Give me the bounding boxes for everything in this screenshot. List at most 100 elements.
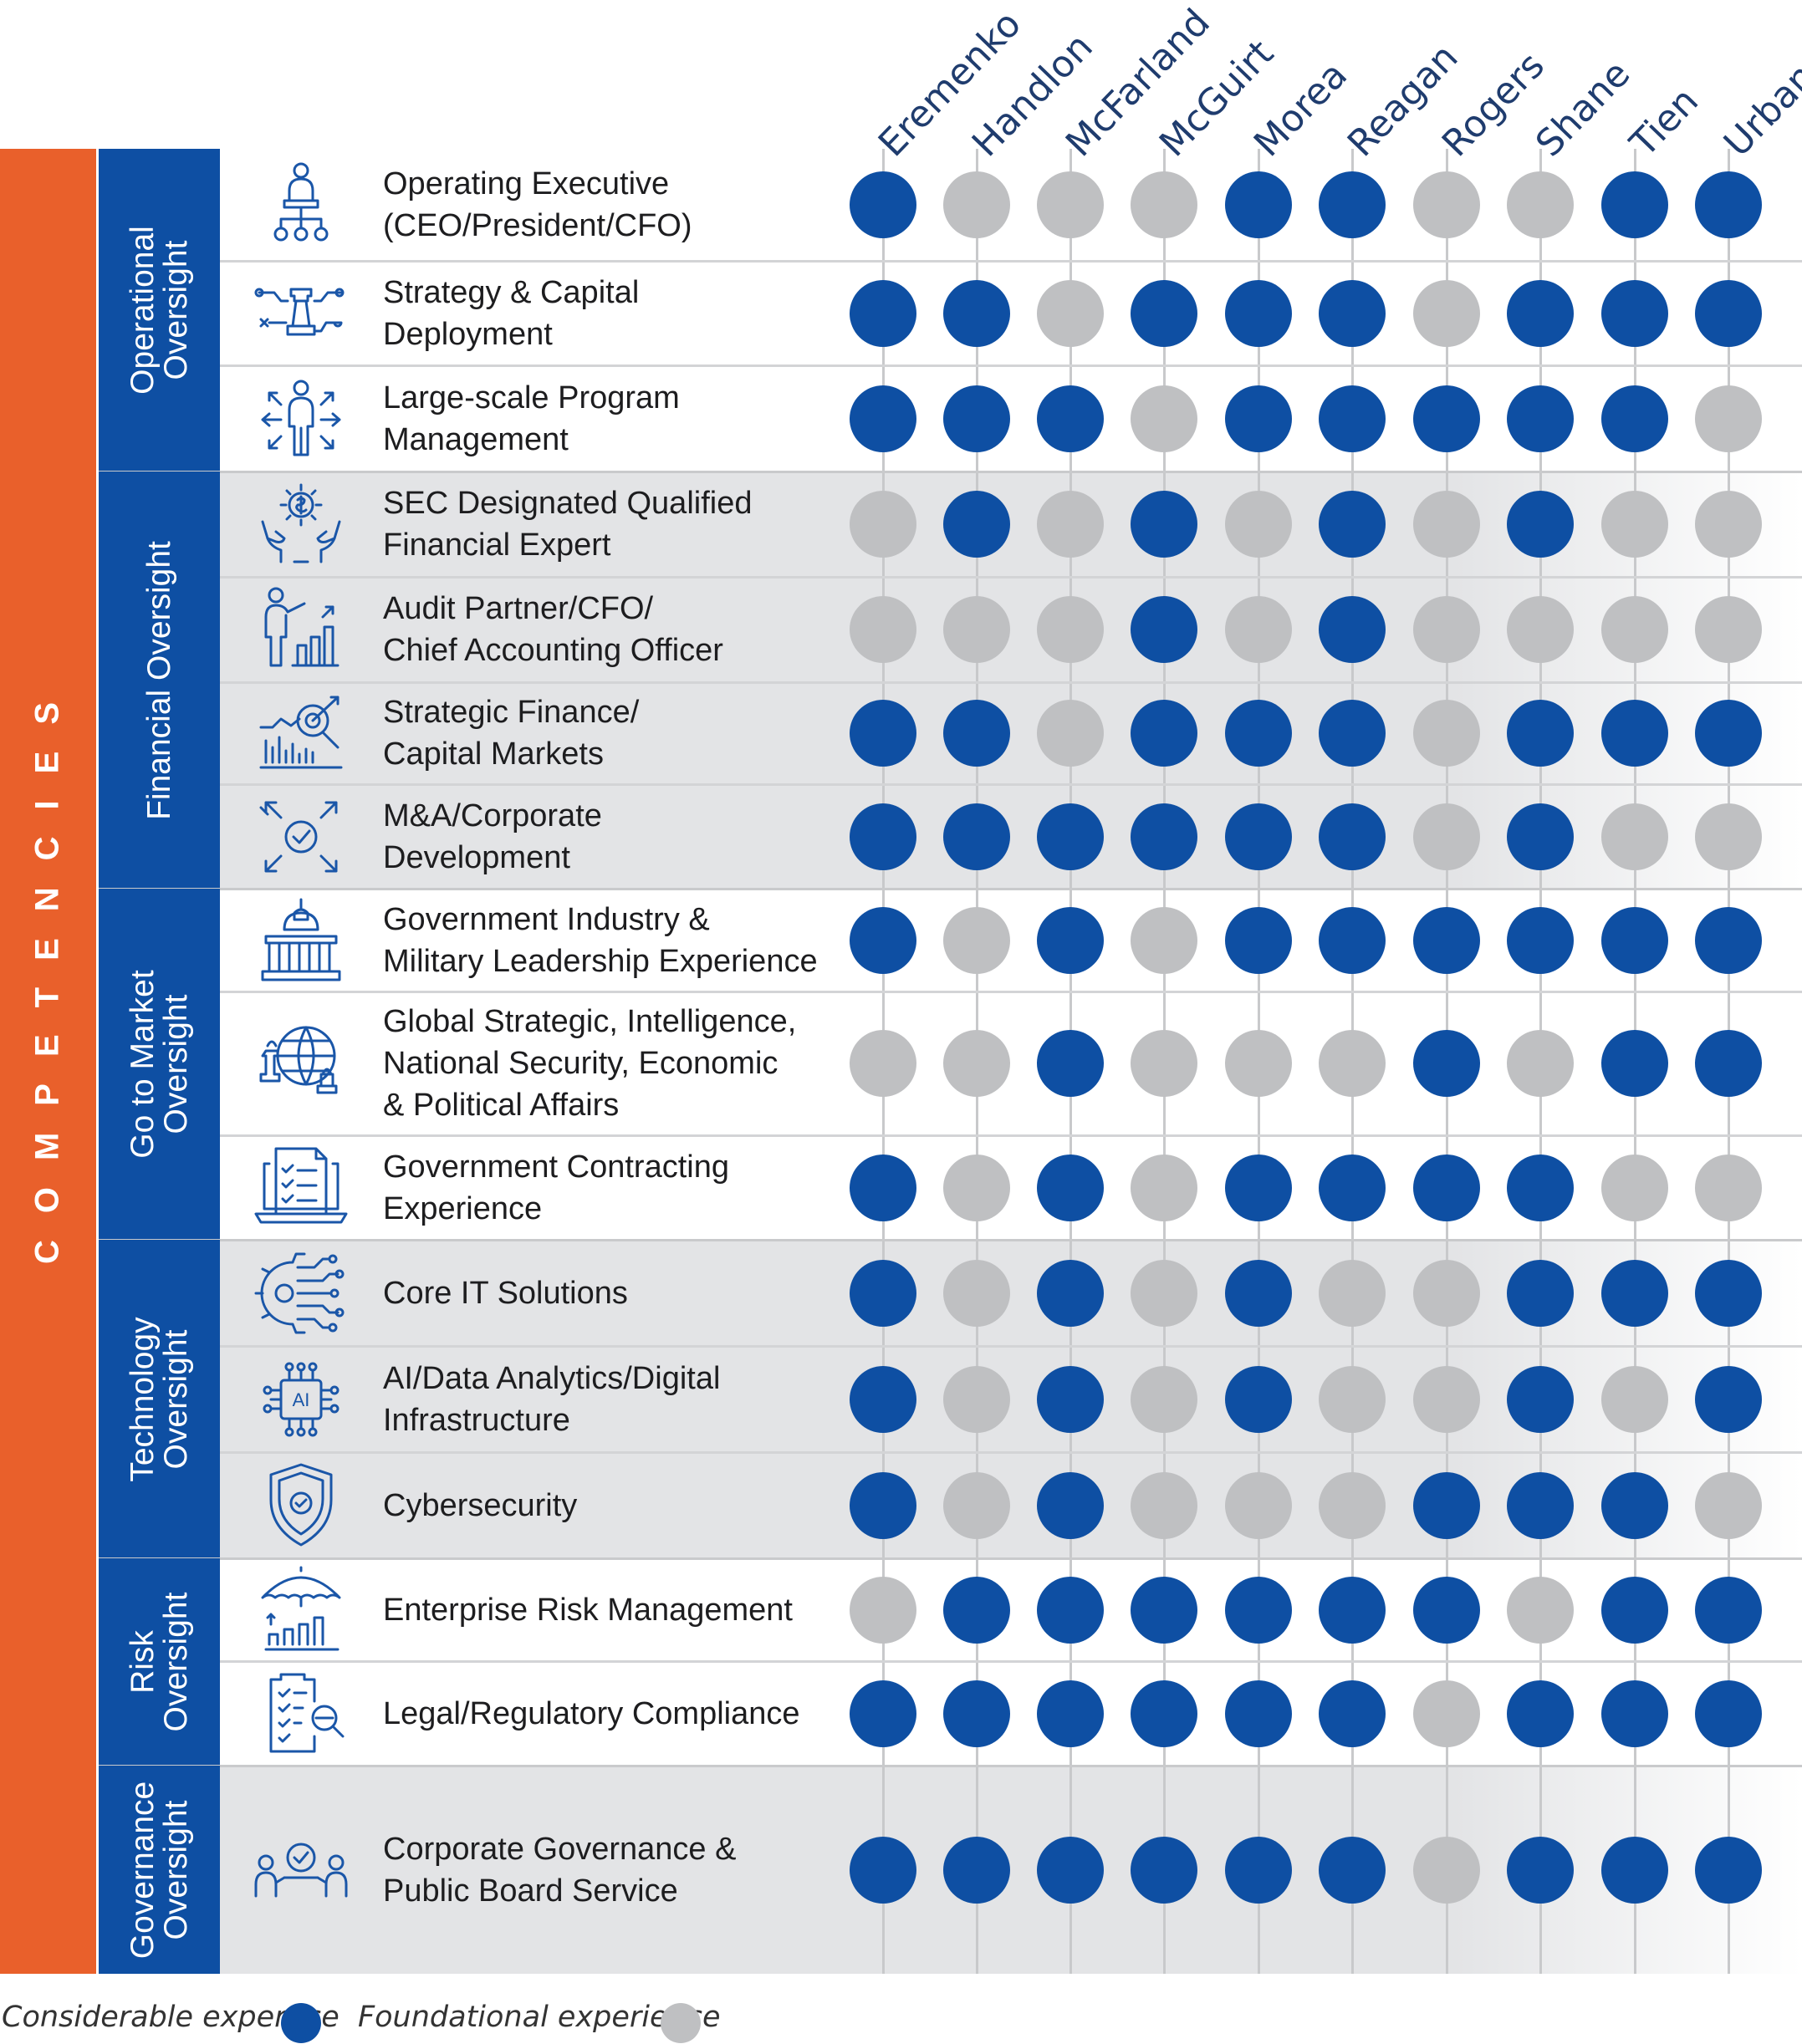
considerable-expertise-dot bbox=[850, 1154, 916, 1221]
foundational-experience-dot bbox=[1413, 700, 1480, 767]
people-check-icon bbox=[251, 1824, 351, 1916]
considerable-expertise-dot bbox=[1601, 700, 1668, 767]
foundational-experience-dot bbox=[1131, 1259, 1197, 1327]
considerable-expertise-dot bbox=[1695, 1836, 1762, 1904]
considerable-expertise-dot bbox=[1131, 1836, 1197, 1904]
considerable-expertise-dot bbox=[1131, 596, 1197, 663]
considerable-expertise-dot bbox=[1225, 385, 1292, 452]
considerable-expertise-dot bbox=[1319, 1154, 1386, 1221]
competency-label: Core IT Solutions bbox=[383, 1275, 628, 1311]
considerable-expertise-dot bbox=[1695, 1576, 1762, 1644]
considerable-expertise-dot bbox=[1319, 803, 1386, 870]
considerable-expertise-dot bbox=[943, 1576, 1010, 1644]
considerable-expertise-dot bbox=[1225, 803, 1292, 870]
group-label: Technology Oversight bbox=[124, 1316, 194, 1482]
considerable-expertise-dot bbox=[943, 700, 1010, 767]
competency-label: Government Contracting Experience bbox=[383, 1149, 729, 1226]
considerable-expertise-dot bbox=[1037, 1259, 1104, 1327]
considerable-expertise-dot bbox=[1507, 1680, 1574, 1747]
considerable-expertise-dot bbox=[1695, 1680, 1762, 1747]
considerable-expertise-dot bbox=[1413, 1576, 1480, 1644]
considerable-expertise-dot bbox=[1225, 171, 1292, 238]
considerable-expertise-dot bbox=[1319, 171, 1386, 238]
considerable-expertise-dot bbox=[1507, 1836, 1574, 1904]
foundational-experience-dot bbox=[1695, 596, 1762, 663]
considerable-expertise-dot bbox=[1319, 385, 1386, 452]
foundational-experience-dot bbox=[1413, 1365, 1480, 1433]
considerable-expertise-dot bbox=[1601, 1836, 1668, 1904]
considerable-expertise-dot bbox=[1695, 906, 1762, 974]
considerable-expertise-dot bbox=[1413, 1030, 1480, 1097]
considerable-expertise-dot bbox=[850, 906, 916, 974]
considerable-expertise-dot bbox=[1601, 171, 1668, 238]
considerable-expertise-dot bbox=[1225, 1154, 1292, 1221]
foundational-experience-dot bbox=[1131, 171, 1197, 238]
row-divider bbox=[220, 364, 1802, 367]
svg-text:AI: AI bbox=[293, 1389, 310, 1410]
row-divider bbox=[220, 991, 1802, 993]
considerable-expertise-dot bbox=[1601, 385, 1668, 452]
considerable-expertise-dot bbox=[1319, 700, 1386, 767]
considerable-expertise-dot bbox=[1695, 1365, 1762, 1433]
considerable-expertise-dot bbox=[1037, 1365, 1104, 1433]
row-divider bbox=[220, 1451, 1802, 1454]
foundational-experience-dot bbox=[1695, 385, 1762, 452]
foundational-experience-dot bbox=[943, 1259, 1010, 1327]
considerable-expertise-dot bbox=[850, 279, 916, 347]
considerable-expertise-dot bbox=[850, 803, 916, 870]
foundational-experience-dot bbox=[1507, 1576, 1574, 1644]
person-arrows-icon bbox=[251, 373, 351, 465]
considerable-expertise-dot bbox=[1601, 906, 1668, 974]
considerable-expertise-dot bbox=[1319, 1576, 1386, 1644]
foundational-experience-dot bbox=[850, 491, 916, 558]
group-label: Operational Oversight bbox=[124, 226, 194, 395]
considerable-expertise-dot bbox=[1601, 279, 1668, 347]
foundational-experience-dot bbox=[943, 596, 1010, 663]
considerable-expertise-dot bbox=[1507, 700, 1574, 767]
foundational-experience-dot bbox=[850, 1030, 916, 1097]
group-bar: Go to Market Oversight bbox=[99, 889, 220, 1240]
considerable-expertise-dot bbox=[1037, 1576, 1104, 1644]
globe-chess-icon bbox=[251, 1017, 351, 1109]
foundational-experience-dot bbox=[943, 171, 1010, 238]
considerable-expertise-dot bbox=[1131, 700, 1197, 767]
considerable-expertise-dot bbox=[1507, 803, 1574, 870]
foundational-experience-dot bbox=[1413, 279, 1480, 347]
considerable-expertise-dot bbox=[850, 1259, 916, 1327]
considerable-expertise-dot bbox=[1131, 1680, 1197, 1747]
considerable-expertise-dot bbox=[943, 491, 1010, 558]
considerable-expertise-dot bbox=[850, 1471, 916, 1539]
considerable-expertise-dot bbox=[1319, 1680, 1386, 1747]
considerable-expertise-dot bbox=[1131, 803, 1197, 870]
person-chart-icon bbox=[251, 584, 351, 675]
foundational-experience-dot bbox=[1225, 491, 1292, 558]
competency-label: M&A/Corporate Development bbox=[383, 798, 602, 875]
considerable-expertise-dot bbox=[1319, 596, 1386, 663]
group-bar: Financial Oversight bbox=[99, 471, 220, 889]
considerable-expertise-dot bbox=[1131, 1576, 1197, 1644]
group-label: Financial Oversight bbox=[140, 540, 177, 820]
foundational-experience-dot bbox=[1225, 1471, 1292, 1539]
competency-label: Corporate Governance & Public Board Serv… bbox=[383, 1831, 737, 1909]
row-divider bbox=[220, 1134, 1802, 1137]
foundational-experience-dot bbox=[1319, 1259, 1386, 1327]
group-bar: Operational Oversight bbox=[99, 149, 220, 471]
competency-label: Operating Executive (CEO/President/CFO) bbox=[383, 166, 692, 243]
considerable-expertise-dot bbox=[1413, 906, 1480, 974]
competency-label: Cybersecurity bbox=[383, 1487, 578, 1523]
considerable-expertise-dot bbox=[1037, 906, 1104, 974]
considerable-expertise-dot bbox=[1507, 906, 1574, 974]
gear-circuit-icon bbox=[251, 1247, 351, 1339]
foundational-experience-dot bbox=[1413, 171, 1480, 238]
considerable-expertise-dot bbox=[1413, 1471, 1480, 1539]
considerable-expertise-dot bbox=[943, 803, 1010, 870]
competency-label: Legal/Regulatory Compliance bbox=[383, 1695, 800, 1731]
foundational-experience-dot bbox=[1225, 596, 1292, 663]
considerable-expertise-dot bbox=[850, 171, 916, 238]
ai-chip-icon: AI bbox=[251, 1353, 351, 1445]
merge-check-icon bbox=[251, 791, 351, 883]
considerable-expertise-dot bbox=[1601, 1680, 1668, 1747]
foundational-experience-dot bbox=[943, 1154, 1010, 1221]
foundational-experience-dot bbox=[850, 1576, 916, 1644]
